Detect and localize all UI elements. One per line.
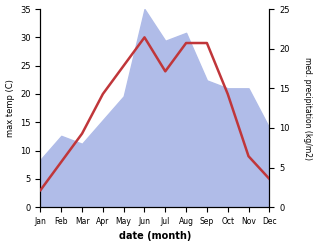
Y-axis label: max temp (C): max temp (C) [5, 79, 15, 137]
Y-axis label: med. precipitation (kg/m2): med. precipitation (kg/m2) [303, 57, 313, 160]
X-axis label: date (month): date (month) [119, 231, 191, 242]
